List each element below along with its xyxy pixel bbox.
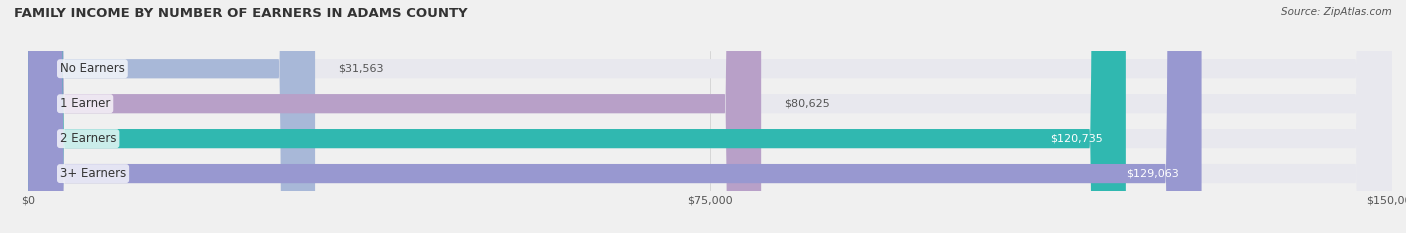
FancyBboxPatch shape [28, 0, 1202, 233]
FancyBboxPatch shape [28, 0, 315, 233]
Text: $31,563: $31,563 [337, 64, 384, 74]
FancyBboxPatch shape [28, 0, 1392, 233]
Text: FAMILY INCOME BY NUMBER OF EARNERS IN ADAMS COUNTY: FAMILY INCOME BY NUMBER OF EARNERS IN AD… [14, 7, 468, 20]
Text: Source: ZipAtlas.com: Source: ZipAtlas.com [1281, 7, 1392, 17]
Text: $129,063: $129,063 [1126, 169, 1178, 178]
FancyBboxPatch shape [28, 0, 1392, 233]
FancyBboxPatch shape [28, 0, 1126, 233]
FancyBboxPatch shape [28, 0, 1392, 233]
Text: 3+ Earners: 3+ Earners [60, 167, 127, 180]
Text: No Earners: No Earners [60, 62, 125, 75]
Text: 1 Earner: 1 Earner [60, 97, 110, 110]
Text: 2 Earners: 2 Earners [60, 132, 117, 145]
FancyBboxPatch shape [28, 0, 761, 233]
Text: $120,735: $120,735 [1050, 134, 1104, 144]
Text: $80,625: $80,625 [785, 99, 830, 109]
FancyBboxPatch shape [28, 0, 1392, 233]
